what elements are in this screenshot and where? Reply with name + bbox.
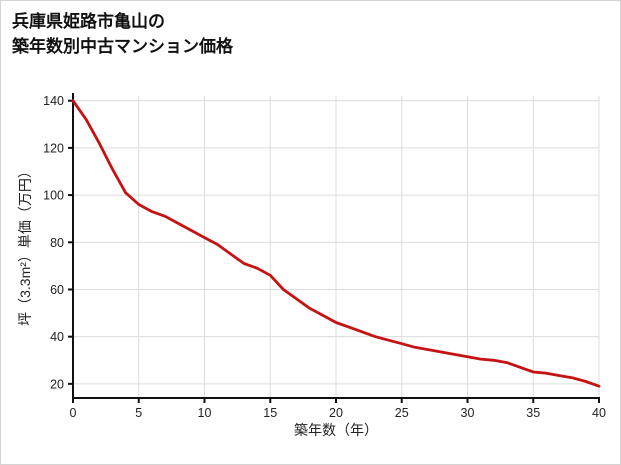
y-tick-label: 120 <box>43 141 64 155</box>
y-tick-label: 140 <box>43 94 64 108</box>
x-tick-label: 15 <box>263 406 277 420</box>
x-tick-label: 40 <box>592 406 606 420</box>
y-axis-title: 坪（3.3m²）単価（万円） <box>17 164 33 326</box>
y-tick-label: 80 <box>50 236 64 250</box>
x-tick-label: 25 <box>395 406 409 420</box>
y-tick-label: 40 <box>50 330 64 344</box>
price-line-series <box>71 99 601 388</box>
x-tick-label: 5 <box>135 406 142 420</box>
y-tick-label: 60 <box>50 283 64 297</box>
x-tick-label: 30 <box>461 406 475 420</box>
chart-title: 兵庫県姫路市亀山の築年数別中古マンション価格 <box>12 10 233 59</box>
x-tick-label: 35 <box>526 406 540 420</box>
x-tick-label: 10 <box>198 406 212 420</box>
chart-title-line2: 築年数別中古マンション価格 <box>12 36 233 56</box>
x-axis-title: 築年数（年） <box>294 422 378 438</box>
x-tick-label: 20 <box>329 406 343 420</box>
y-tick-label: 20 <box>50 377 64 391</box>
x-tick-label: 0 <box>70 406 77 420</box>
chart-title-line1: 兵庫県姫路市亀山の <box>12 12 165 31</box>
y-tick-label: 100 <box>43 189 64 203</box>
